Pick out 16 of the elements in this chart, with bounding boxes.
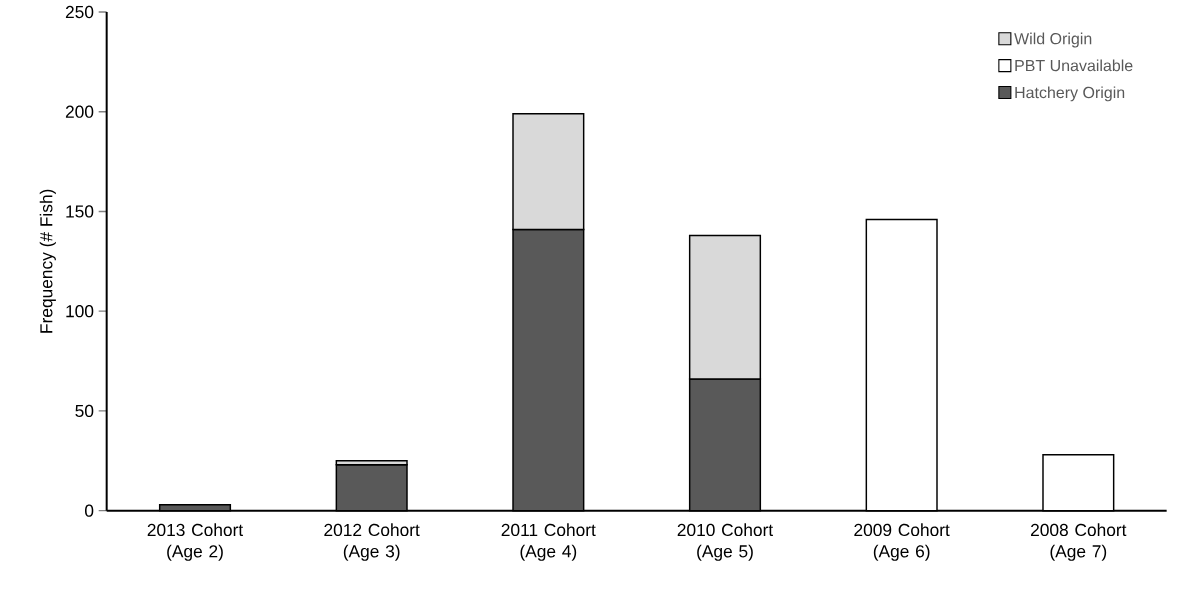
y-axis-title: Frequency (# Fish) (39, 189, 56, 333)
legend-label: PBT Unavailable (1015, 59, 1133, 72)
legend-label: Hatchery Origin (1015, 86, 1125, 102)
x-tick-label: 2010 Cohort (Age 5) (677, 523, 774, 561)
y-tick-label: 0 (85, 504, 94, 517)
y-tick-label: 150 (66, 205, 94, 218)
x-tick-label: 2013 Cohort (Age 2) (147, 523, 244, 561)
y-tick-label: 250 (65, 5, 94, 19)
x-tick-label: 2012 Cohort (Age 3) (324, 523, 420, 561)
x-tick-label: 2011 Cohort (Age 4) (501, 523, 596, 561)
legend-label: Wild Origin (1014, 32, 1092, 48)
y-tick-label: 200 (65, 105, 94, 118)
y-tick-label: 100 (66, 305, 94, 318)
x-tick-label: 2009 Cohort (Age 6) (854, 523, 950, 561)
y-tick-label: 50 (75, 404, 94, 418)
x-tick-label: 2008 Cohort (Age 7) (1031, 523, 1127, 561)
